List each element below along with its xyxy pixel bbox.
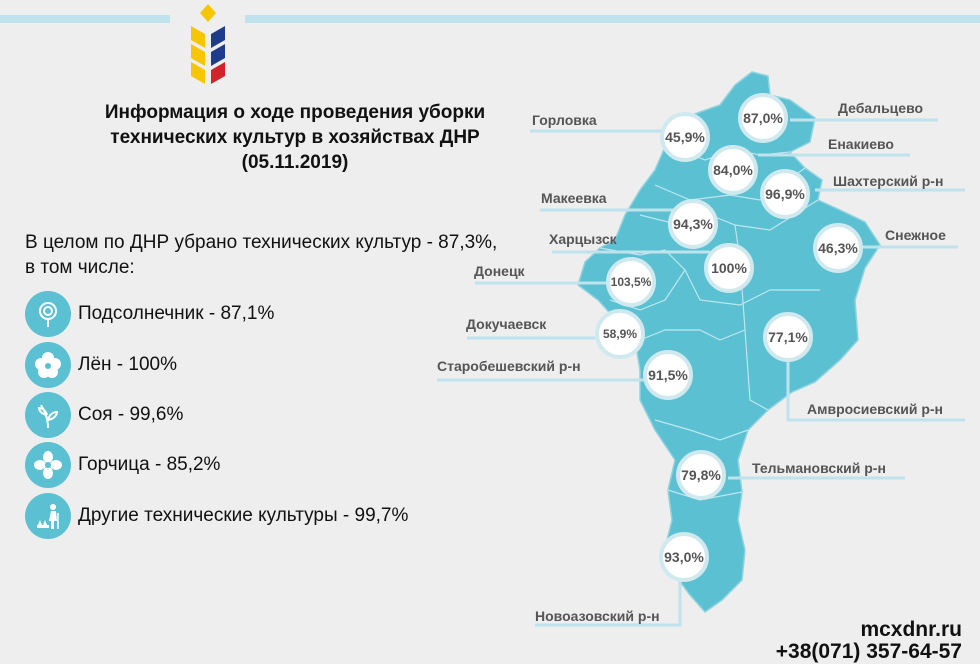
farmer-icon: [25, 493, 71, 539]
wheat-logo-icon: [191, 4, 225, 84]
flax-flower-icon: [25, 342, 71, 388]
website-link[interactable]: mcxdnr.ru: [860, 618, 962, 641]
value-circle-amvrosievsky: 77,1%: [763, 312, 813, 362]
soy-sprout-icon: [25, 392, 71, 438]
title-date: (05.11.2019): [241, 152, 349, 173]
crop-label: Другие технические культуры - 99,7%: [78, 505, 409, 526]
crop-item-flax: Лён - 100%: [25, 342, 177, 388]
district-label-debaltsevo: Дебальцево: [838, 100, 924, 116]
value-circle-makeevka: 94,3%: [668, 199, 718, 249]
value-circle-enakievo: 84,0%: [708, 145, 758, 195]
crop-item-soy: Соя - 99,6%: [25, 392, 183, 438]
crop-label: Лён - 100%: [78, 354, 178, 375]
top-bar-right: [245, 15, 980, 23]
page-title: Информация о ходе проведения уборки техн…: [60, 100, 530, 175]
value-circle-khartsyzsk: 100%: [704, 243, 754, 293]
district-label-makeevka: Макеевка: [541, 190, 607, 206]
crop-label: Подсолнечник - 87,1%: [78, 303, 275, 324]
title-line-1: Информация о ходе проведения уборки: [104, 102, 486, 123]
value-circle-snezhnoe: 46,3%: [813, 223, 863, 273]
value-circle-donetsk: 103,5%: [606, 257, 656, 307]
district-label-amvrosievsky: Амвросиевский р-н: [807, 401, 943, 417]
value-circle-gorlovka: 45,9%: [660, 112, 710, 162]
top-bar-left: [0, 15, 170, 23]
crop-item-other: Другие технические культуры - 99,7%: [25, 493, 408, 539]
crop-label: Горчица - 85,2%: [78, 454, 221, 475]
district-label-enakievo: Енакиево: [828, 136, 894, 152]
crop-label: Соя - 99,6%: [78, 404, 184, 425]
value-circle-debaltsevo: 87,0%: [738, 93, 788, 143]
crop-item-sunflower: Подсолнечник - 87,1%: [25, 291, 274, 337]
district-label-khartsyzsk: Харцызск: [549, 231, 617, 247]
value-circle-novoazovsky: 93,0%: [659, 532, 709, 582]
phone-number: +38(071) 357-64-57: [775, 640, 962, 663]
value-circle-starobeshevsky: 91,5%: [643, 350, 693, 400]
district-label-snezhnoe: Снежное: [885, 227, 946, 243]
title-line-2: технических культур в хозяйствах ДНР: [110, 127, 480, 148]
crop-item-mustard: Горчица - 85,2%: [25, 442, 220, 488]
value-circle-dokuchaevsk: 58,9%: [595, 309, 645, 359]
district-label-donetsk: Донецк: [474, 263, 525, 279]
summary-line-1: В целом по ДНР убрано технических культу…: [25, 232, 498, 253]
mustard-flower-icon: [25, 442, 71, 488]
summary-text: В целом по ДНР убрано технических культу…: [25, 230, 497, 280]
district-label-gorlovka: Горловка: [532, 112, 597, 128]
value-circle-shakhtersky: 96,9%: [760, 169, 810, 219]
district-label-starobeshevsky: Старобешевский р-н: [437, 358, 581, 374]
district-label-dokuchaevsk: Докучаевск: [466, 316, 547, 332]
value-circle-telmanovsky: 79,8%: [676, 450, 726, 500]
sunflower-icon: [25, 291, 71, 337]
leader-lines: [437, 118, 965, 627]
summary-line-2: в том числе:: [25, 257, 135, 278]
district-label-novoazovsky: Новоазовский р-н: [535, 608, 660, 624]
district-label-telmanovsky: Тельмановский р-н: [752, 460, 886, 476]
district-label-shakhtersky: Шахтерский р-н: [833, 173, 944, 189]
